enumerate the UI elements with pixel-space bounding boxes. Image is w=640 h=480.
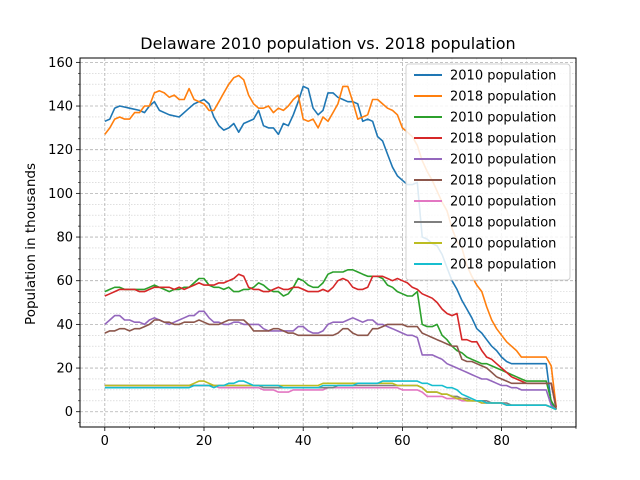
legend-box (405, 63, 571, 281)
series-lines (104, 74, 557, 411)
legend-label: 2010 population (450, 111, 556, 126)
series-line-4 (104, 273, 557, 408)
axis-ticks: 0 20 40 60 80 0 20 40 60 80 100 120 140 160 (48, 56, 577, 449)
y-tick-label: 40 (56, 318, 73, 333)
legend-label: 2018 population (450, 90, 556, 105)
legend-label: 2018 population (450, 258, 556, 273)
x-tick-label: 40 (295, 434, 312, 449)
series-line-2 (104, 74, 557, 408)
x-tick-label: 80 (493, 434, 510, 449)
series-line-5 (104, 310, 557, 411)
series-line-3 (104, 269, 557, 410)
y-axis-title: Population in thousands (23, 163, 39, 325)
y-tick-label: 0 (65, 405, 73, 420)
legend-label: 2010 population (450, 195, 556, 210)
y-tick-label: 60 (56, 274, 73, 289)
x-tick-label: 60 (394, 434, 411, 449)
series-line-6 (104, 319, 557, 410)
legend-label: 2010 population (450, 153, 556, 168)
legend-label: 2010 population (450, 237, 556, 252)
y-tick-label: 20 (56, 362, 73, 377)
x-tick-label: 20 (196, 434, 213, 449)
legend-label: 2018 population (450, 174, 556, 189)
chart-title: Delaware 2010 population vs. 2018 popula… (140, 34, 515, 53)
y-tick-label: 160 (48, 56, 73, 71)
legend-label: 2010 population (450, 69, 556, 84)
series-line-10 (104, 380, 557, 411)
y-tick-label: 80 (56, 231, 73, 246)
y-tick-label: 120 (48, 143, 73, 158)
y-tick-label: 140 (48, 100, 73, 115)
y-tick-label: 100 (48, 187, 73, 202)
x-tick-label: 0 (101, 434, 109, 449)
series-line-9 (104, 380, 557, 411)
legend-label: 2018 population (450, 132, 556, 147)
legend-label: 2018 population (450, 216, 556, 231)
legend: 2010 population 2018 population 2010 popul… (405, 63, 571, 281)
